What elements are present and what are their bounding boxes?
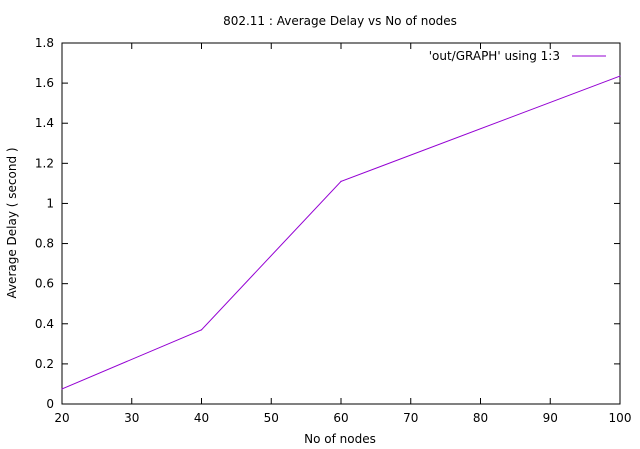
x-tick-label: 90 bbox=[543, 411, 558, 425]
y-tick-label: 1.4 bbox=[35, 116, 54, 130]
y-tick-label: 0.6 bbox=[35, 277, 54, 291]
x-axis-label: No of nodes bbox=[304, 432, 376, 446]
y-tick-label: 0.8 bbox=[35, 237, 54, 251]
y-axis: 0 0.2 0.4 0.6 0.8 1 1.2 1.4 1.6 1.8 bbox=[35, 36, 620, 411]
data-point bbox=[340, 180, 342, 182]
plot-area-border bbox=[61, 42, 621, 405]
y-tick-label: 0 bbox=[46, 397, 54, 411]
y-tick-label: 0.2 bbox=[35, 357, 54, 371]
y-tick-label: 1.6 bbox=[35, 76, 54, 90]
x-tick-label: 100 bbox=[609, 411, 632, 425]
x-tick-label: 40 bbox=[194, 411, 209, 425]
x-tick-label: 80 bbox=[473, 411, 488, 425]
x-tick-label: 20 bbox=[54, 411, 69, 425]
data-point bbox=[61, 388, 63, 390]
y-axis-label: Average Delay ( second ) bbox=[5, 147, 19, 298]
x-tick-label: 70 bbox=[403, 411, 418, 425]
x-axis: 20 30 40 50 60 70 80 90 100 bbox=[54, 43, 631, 425]
x-tick-label: 50 bbox=[264, 411, 279, 425]
y-tick-label: 1.2 bbox=[35, 156, 54, 170]
legend-label: 'out/GRAPH' using 1:3 bbox=[429, 49, 560, 63]
series-line bbox=[61, 75, 621, 390]
y-tick-label: 1 bbox=[46, 196, 54, 210]
data-point bbox=[619, 75, 621, 77]
legend: 'out/GRAPH' using 1:3 bbox=[429, 49, 606, 63]
y-tick-label: 1.8 bbox=[35, 36, 54, 50]
x-tick-label: 60 bbox=[333, 411, 348, 425]
data-point bbox=[200, 329, 203, 331]
y-tick-label: 0.4 bbox=[35, 317, 54, 331]
series-layer bbox=[61, 75, 621, 390]
chart-title: 802.11 : Average Delay vs No of nodes bbox=[223, 14, 457, 28]
x-tick-label: 30 bbox=[124, 411, 139, 425]
